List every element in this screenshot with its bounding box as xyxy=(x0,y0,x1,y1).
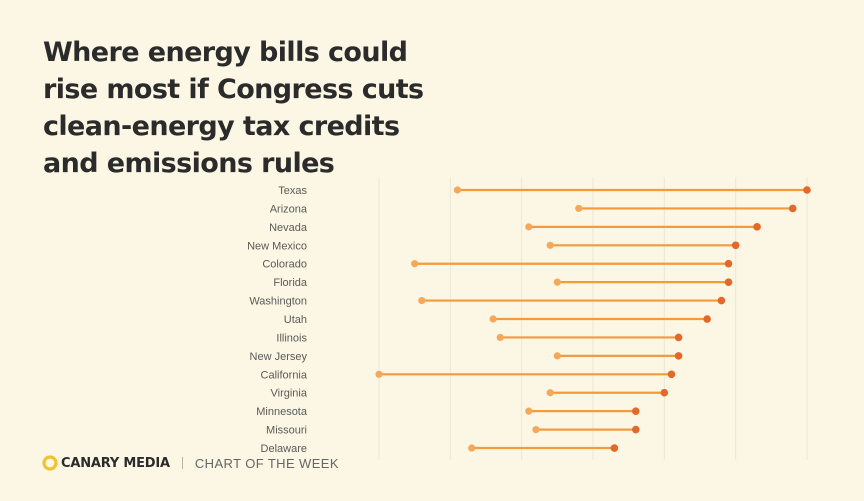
end-point xyxy=(724,278,733,286)
state-label: New Mexico xyxy=(247,240,307,252)
end-point xyxy=(731,241,740,250)
end-point xyxy=(674,352,683,360)
state-label: Arizona xyxy=(270,203,308,215)
start-point xyxy=(375,370,383,378)
start-point xyxy=(525,223,533,231)
start-point xyxy=(411,260,419,268)
footer: CANARY MEDIA CHART OF THE WEEK xyxy=(42,452,339,474)
start-point xyxy=(418,296,426,305)
state-label: Colorado xyxy=(262,259,307,271)
state-label: California xyxy=(261,369,308,381)
end-point xyxy=(632,407,640,415)
end-point xyxy=(788,204,797,213)
end-point xyxy=(717,296,726,305)
end-point xyxy=(703,315,711,323)
start-point xyxy=(468,444,476,452)
state-label: New Jersey xyxy=(250,351,308,363)
state-label: Utah xyxy=(284,314,307,326)
start-point xyxy=(546,241,554,249)
chart-title: Where energy bills could rise most if Co… xyxy=(43,37,424,179)
end-point xyxy=(803,186,811,194)
end-point xyxy=(610,444,619,452)
state-labels: Texas Arizona Nevada New Mexico Colorado Flor… xyxy=(247,185,308,455)
state-label: Illinois xyxy=(276,332,307,344)
start-point xyxy=(489,315,497,323)
end-point xyxy=(674,333,683,342)
state-label: Minnesota xyxy=(256,406,308,418)
state-label: Missouri xyxy=(266,425,307,437)
end-point xyxy=(632,425,640,434)
end-point xyxy=(753,223,761,231)
state-label: Virginia xyxy=(271,388,308,400)
footer-divider xyxy=(181,457,183,469)
footer-tagline: CHART OF THE WEEK xyxy=(194,455,339,471)
start-point xyxy=(453,186,462,194)
state-label: Nevada xyxy=(269,222,308,234)
state-label: Delaware xyxy=(261,443,307,455)
start-point xyxy=(525,407,533,415)
start-point xyxy=(553,352,561,360)
end-point xyxy=(660,388,669,397)
state-label: Washington xyxy=(249,296,307,308)
start-point xyxy=(496,333,504,342)
start-point xyxy=(553,278,561,286)
start-point xyxy=(532,425,540,434)
end-point xyxy=(724,259,733,268)
state-label: Florida xyxy=(273,277,308,289)
start-point xyxy=(546,389,554,397)
start-point xyxy=(575,204,583,213)
end-point xyxy=(667,370,676,379)
canary-logo-icon xyxy=(42,455,58,471)
state-label: Texas xyxy=(278,185,307,197)
brand-name: CANARY MEDIA xyxy=(61,455,170,471)
dumbbell-series xyxy=(375,186,811,452)
